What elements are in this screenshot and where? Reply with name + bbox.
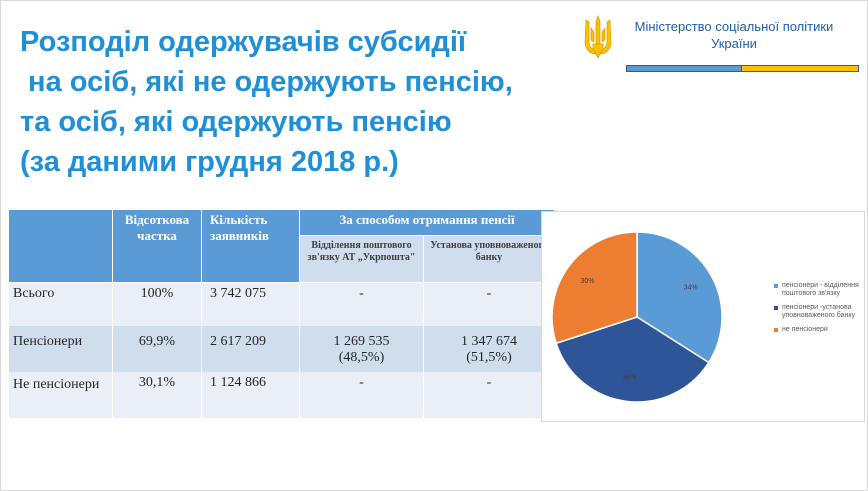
table-row: Не пенсіонери 30,1% 1 124 866 - - [8, 371, 555, 418]
legend-label: пенсіонери - відділення поштового зв'язк… [782, 282, 859, 297]
row-label: Пенсіонери [8, 325, 113, 372]
flag-bar-yellow [741, 65, 859, 72]
row-bank: - [423, 282, 555, 326]
header-empty [8, 209, 113, 283]
header-pension-method: За способом отримання пенсії [299, 208, 555, 237]
row-share: 69,9% [112, 325, 202, 372]
header-share: Відсоткова частка [112, 209, 202, 283]
row-share: 30,1% [112, 371, 202, 418]
row-share: 100% [112, 282, 202, 326]
row-post: 1 269 535 (48,5%) [299, 325, 424, 372]
row-bank: - [423, 371, 555, 418]
header-count: Кількість заявників [201, 209, 300, 283]
pie-chart: 34% 36% 30% пенсіонери - відділення поштов… [541, 211, 865, 422]
row-count: 3 742 075 [201, 282, 300, 326]
title-line-2: на осіб, які не одержують пенсію, [20, 66, 513, 98]
ministry-name-line-2: України [711, 36, 757, 51]
legend-item: пенсіонери -установа уповноваженого банк… [774, 304, 864, 320]
pie-data-label: 30% [580, 278, 594, 285]
legend-swatch [774, 328, 778, 332]
subsidy-table: Відсоткова частка Кількість заявників За… [8, 208, 555, 418]
pie-slice-bank [555, 316, 710, 403]
header-bank: Установа уповноваженого банку [423, 235, 555, 283]
row-bank: 1 347 674 (51,5%) [423, 325, 555, 372]
title-line-1: Розподіл одержувачів субсидії [20, 26, 467, 58]
table-row: Всього 100% 3 742 075 - - [8, 282, 555, 326]
trident-coat-of-arms-icon [584, 15, 612, 59]
row-count: 1 124 866 [201, 371, 300, 418]
table-row: Пенсіонери 69,9% 2 617 209 1 269 535 (48… [8, 325, 555, 372]
flag-bar-blue [626, 65, 743, 72]
title-line-4: (за даними грудня 2018 р.) [20, 146, 399, 178]
row-label: Всього [8, 282, 113, 326]
legend-swatch [774, 306, 778, 310]
ministry-name-line-1: Міністерство соціальної політики [634, 19, 834, 34]
row-count: 2 617 209 [201, 325, 300, 372]
ministry-logo-block: Міністерство соціальної політики України [582, 10, 864, 72]
row-label: Не пенсіонери [8, 371, 113, 418]
ministry-name: Міністерство соціальної політики України [622, 18, 846, 52]
chart-legend: пенсіонери - відділення поштового зв'язк… [774, 282, 864, 340]
legend-label: не пенсіонери [782, 326, 828, 333]
legend-swatch [774, 284, 778, 288]
row-post: - [299, 371, 424, 418]
pie-chart-svg: 34% 36% 30% [551, 231, 723, 403]
legend-item: не пенсіонери [774, 326, 864, 334]
pie-slice-non-pensioners [551, 231, 638, 345]
header-post-office: Відділення поштового зв'язку АТ „Укрпошт… [299, 235, 424, 283]
row-post: - [299, 282, 424, 326]
pie-data-label: 36% [622, 375, 636, 382]
slide-title: Розподіл одержувачів субсидії на осіб, я… [20, 22, 580, 182]
title-line-3: та осіб, які одержують пенсію [20, 106, 452, 138]
legend-label: пенсіонери -установа уповноваженого банк… [782, 304, 856, 319]
pie-data-label: 34% [684, 285, 698, 292]
legend-item: пенсіонери - відділення поштового зв'язк… [774, 282, 864, 298]
